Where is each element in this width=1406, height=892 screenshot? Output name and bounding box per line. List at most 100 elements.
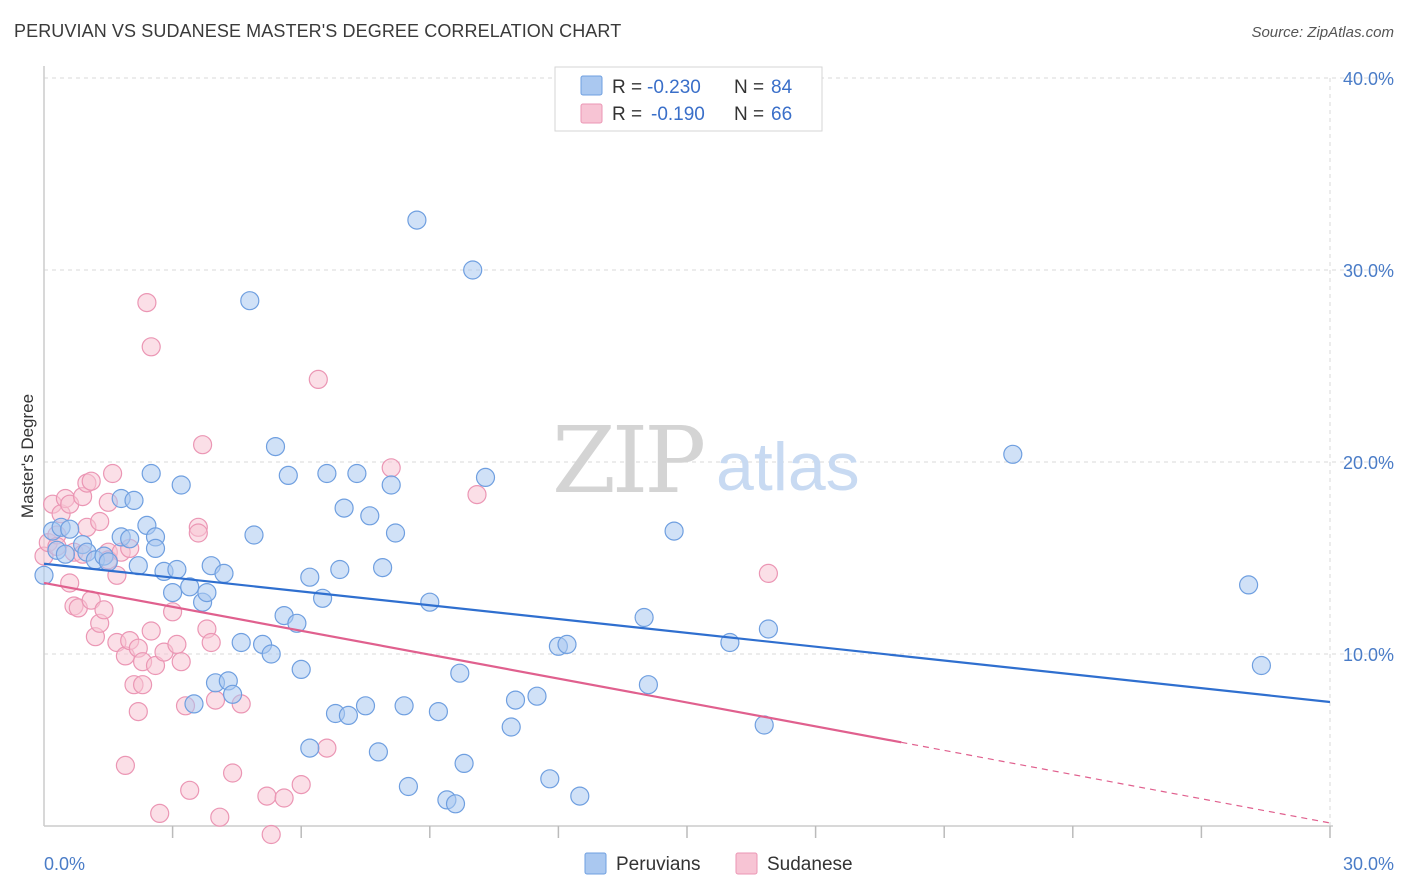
sudanese-point [141, 337, 161, 357]
peruvians-point [501, 717, 521, 737]
peruvians-point [120, 529, 140, 549]
peruvians-point [570, 786, 590, 806]
sudanese-point [291, 774, 311, 795]
peruvians-point [454, 753, 474, 774]
peruvians-point [34, 565, 54, 585]
peruvians-point [124, 490, 144, 510]
sudanese-point [467, 485, 487, 505]
peruvians-point [240, 291, 260, 311]
peruvians-point [1238, 575, 1259, 595]
watermark: ZIP atlas [552, 407, 860, 514]
peruvians-point [265, 437, 286, 457]
peruvians-point [540, 769, 560, 789]
sudanese-point [188, 523, 208, 543]
sudanese-point [210, 807, 230, 827]
peruvians-point [244, 525, 264, 545]
sudanese-point [90, 511, 110, 532]
sudanese-point [150, 803, 170, 824]
sudanese-point [223, 763, 243, 783]
legend-n-value-peruvians: 84 [771, 77, 793, 98]
peruvians-point [317, 463, 337, 484]
peruvians-point [373, 557, 393, 578]
sudanese-point [317, 738, 337, 758]
peruvians-point [664, 521, 684, 541]
peruvians-point [634, 607, 654, 628]
peruvians-point [167, 559, 187, 580]
sudanese-point [171, 652, 191, 672]
peruvians-point [163, 582, 183, 603]
peruvians-point [355, 696, 376, 716]
sudanese-point [261, 824, 281, 845]
y-axis-title: Master's Degree [18, 394, 37, 518]
peruvians-point [171, 475, 191, 495]
peruvians-point [197, 582, 217, 603]
x-tick-label-min: 0.0% [44, 854, 85, 874]
sudanese-point [274, 788, 294, 808]
legend: R = -0.230 N = 84 R = -0.190 N = 66 [554, 66, 823, 132]
peruvians-point [527, 686, 547, 706]
peruvians-point [300, 567, 320, 587]
legend-swatch-peruvians [580, 75, 603, 96]
chart-title: PERUVIAN VS SUDANESE MASTER'S DEGREE COR… [14, 21, 622, 41]
sudanese-point [758, 563, 779, 584]
peruvians-point [141, 463, 161, 484]
peruvians-point [450, 663, 470, 683]
legend-r-label-peruvians: R = [612, 77, 642, 98]
bottom-legend-swatch-sudanese [735, 852, 758, 875]
peruvians-point [1251, 655, 1272, 676]
y-tick-labels: 10.0% 20.0% 30.0% 40.0% [1343, 69, 1394, 665]
bottom-legend-label-peruvians: Peruvians [616, 854, 701, 875]
sudanese-point [201, 632, 221, 653]
peruvians-point [145, 538, 166, 559]
peruvians-point [638, 675, 659, 695]
sudanese-point [308, 369, 328, 389]
peruvians-point [261, 644, 281, 664]
sudanese-point [141, 621, 161, 641]
y-tick-label: 20.0% [1343, 453, 1394, 473]
peruvians-point [287, 613, 307, 633]
x-tick-label-max: 30.0% [1343, 854, 1394, 874]
peruvians-point [223, 684, 243, 704]
peruvians-point [291, 659, 311, 680]
sudanese-trend-line-extrapolated [901, 741, 1331, 824]
peruvians-point [330, 559, 350, 580]
sudanese-point [257, 786, 277, 806]
sudanese-trend-line [43, 581, 902, 744]
peruvians-point [180, 577, 200, 597]
peruvians-point [60, 519, 80, 539]
peruvians-point [385, 523, 406, 543]
peruvians-point [338, 705, 358, 726]
peruvians-point [475, 467, 496, 487]
peruvians-point [184, 694, 204, 714]
legend-swatch-sudanese [580, 103, 603, 124]
peruvians-point [445, 794, 466, 814]
sudanese-point [102, 463, 123, 484]
sudanese-point [167, 634, 187, 655]
legend-r-label-sudanese: R = [612, 104, 642, 125]
sudanese-point [133, 675, 153, 695]
peruvians-point [347, 463, 367, 484]
sudanese-point [205, 690, 226, 710]
peruvians-point [55, 544, 76, 564]
peruvians-point [1003, 444, 1023, 464]
peruvians-point [98, 552, 118, 572]
y-tick-label: 30.0% [1343, 261, 1394, 281]
peruvians-point [428, 701, 448, 722]
source-label: Source: ZipAtlas.com [1251, 24, 1394, 41]
bottom-legend-label-sudanese: Sudanese [767, 854, 853, 875]
peruvians-point [214, 563, 234, 584]
legend-r-value-sudanese: -0.190 [651, 104, 705, 125]
peruvians-point [420, 592, 440, 612]
watermark-atlas: atlas [716, 429, 860, 505]
peruvians-point [381, 475, 401, 495]
peruvians-point [368, 742, 388, 762]
legend-n-label-sudanese: N = [734, 104, 764, 125]
peruvians-point [300, 738, 320, 758]
legend-n-value-sudanese: 66 [771, 104, 792, 125]
peruvians-point [278, 465, 298, 485]
sudanese-point [137, 293, 157, 313]
sudanese-point [94, 600, 114, 620]
watermark-zip: ZIP [552, 407, 703, 514]
peruvians-point [231, 632, 251, 653]
